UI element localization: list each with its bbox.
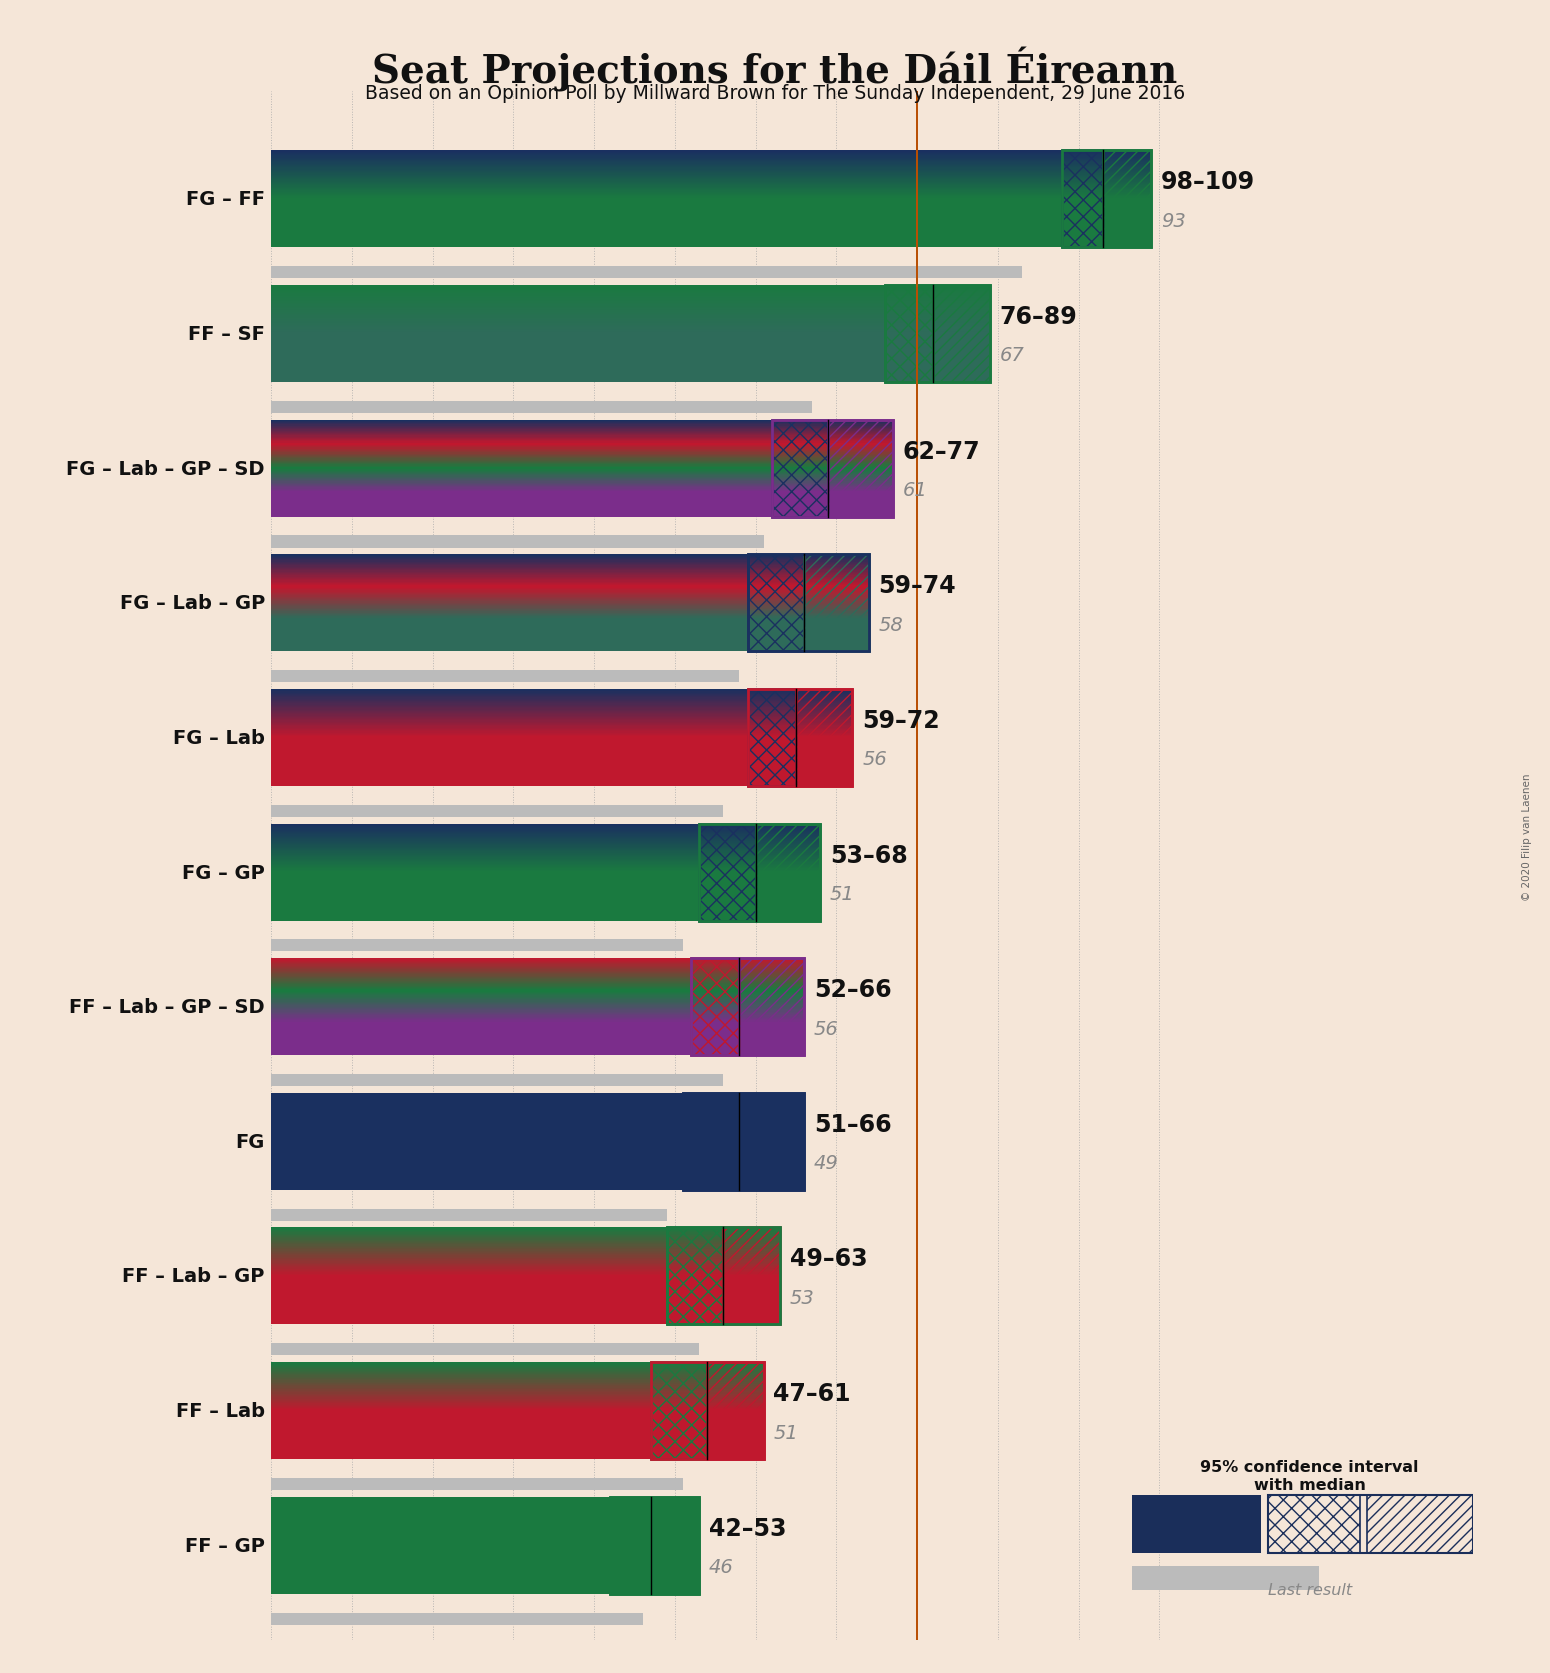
Text: 62–77: 62–77 — [902, 440, 980, 463]
Bar — [684, 1092, 739, 1190]
Text: © 2020 Filip van Laenen: © 2020 Filip van Laenen — [1522, 773, 1531, 900]
Text: 59–72: 59–72 — [862, 708, 939, 733]
Bar — [747, 689, 797, 786]
Text: FF – Lab: FF – Lab — [175, 1402, 265, 1420]
Bar — [699, 825, 755, 920]
Text: 95% confidence interval
with median: 95% confidence interval with median — [1201, 1459, 1418, 1492]
Bar — [1062, 151, 1102, 248]
Bar — [684, 1092, 739, 1190]
Text: 51: 51 — [773, 1422, 798, 1442]
Bar — [666, 1228, 724, 1325]
Bar — [651, 1362, 764, 1459]
Bar — [772, 420, 893, 517]
Bar — [772, 420, 828, 517]
Text: 56: 56 — [814, 1019, 839, 1039]
Text: 52–66: 52–66 — [814, 977, 891, 1002]
Bar — [684, 1092, 804, 1190]
Text: FF – Lab – GP: FF – Lab – GP — [122, 1266, 265, 1287]
Bar — [691, 959, 739, 1056]
Bar — [1102, 151, 1152, 248]
Text: FF – SF: FF – SF — [188, 325, 265, 343]
Bar — [747, 555, 868, 652]
Text: 53–68: 53–68 — [829, 843, 908, 867]
Bar — [739, 1092, 804, 1190]
Bar — [699, 825, 820, 920]
Bar — [651, 1497, 699, 1594]
Text: 61: 61 — [902, 480, 927, 500]
Bar — [271, 1210, 666, 1221]
Bar — [271, 402, 812, 413]
Text: FG – Lab: FG – Lab — [174, 728, 265, 748]
Text: 67: 67 — [1000, 346, 1025, 365]
Bar — [699, 825, 755, 920]
Bar — [271, 805, 724, 818]
Bar — [611, 1497, 699, 1594]
Bar — [772, 420, 828, 517]
Bar — [271, 268, 1021, 279]
Bar — [885, 286, 933, 383]
Text: 93: 93 — [1161, 212, 1186, 231]
Text: 76–89: 76–89 — [1000, 304, 1077, 328]
Bar — [691, 959, 804, 1056]
Bar — [747, 689, 853, 786]
Bar — [1268, 1496, 1472, 1553]
Bar — [271, 940, 684, 952]
Text: Last result: Last result — [1268, 1583, 1352, 1596]
Bar — [691, 959, 739, 1056]
Text: FG – GP: FG – GP — [181, 863, 265, 882]
Bar — [747, 555, 804, 652]
Bar — [271, 671, 739, 683]
Bar — [1132, 1566, 1319, 1589]
Text: 98–109: 98–109 — [1161, 171, 1256, 194]
Bar — [828, 420, 893, 517]
Text: Seat Projections for the Dáil Éireann: Seat Projections for the Dáil Éireann — [372, 47, 1178, 92]
Text: 59–74: 59–74 — [879, 574, 956, 597]
Text: 47–61: 47–61 — [773, 1382, 851, 1405]
Bar — [651, 1362, 707, 1459]
Text: 56: 56 — [862, 750, 887, 770]
Bar — [747, 689, 797, 786]
Bar — [804, 555, 868, 652]
Bar — [933, 286, 990, 383]
Bar — [747, 555, 804, 652]
Bar — [724, 1228, 780, 1325]
Text: FF – GP: FF – GP — [184, 1536, 265, 1554]
Bar — [666, 1228, 724, 1325]
Bar — [611, 1497, 651, 1594]
Text: 53: 53 — [789, 1288, 814, 1307]
Bar — [797, 689, 853, 786]
Text: 51–66: 51–66 — [814, 1113, 891, 1136]
Bar — [271, 1343, 699, 1355]
Text: 49: 49 — [814, 1154, 839, 1173]
Bar — [271, 1477, 684, 1491]
Bar — [885, 286, 990, 383]
Text: 42–53: 42–53 — [708, 1516, 786, 1539]
Bar — [1062, 151, 1102, 248]
Text: FG: FG — [236, 1133, 265, 1151]
Bar — [1367, 1496, 1472, 1553]
Bar — [651, 1362, 707, 1459]
Bar — [885, 286, 933, 383]
Text: FG – Lab – GP: FG – Lab – GP — [119, 594, 265, 612]
Bar — [666, 1228, 780, 1325]
Text: 49–63: 49–63 — [789, 1246, 866, 1271]
Bar — [271, 535, 764, 549]
Text: FG – Lab – GP – SD: FG – Lab – GP – SD — [67, 460, 265, 478]
Bar — [1062, 151, 1152, 248]
Bar — [756, 825, 820, 920]
Bar — [739, 959, 804, 1056]
Bar — [1268, 1496, 1359, 1553]
Text: 58: 58 — [879, 616, 904, 634]
Text: FF – Lab – GP – SD: FF – Lab – GP – SD — [70, 997, 265, 1017]
Bar — [611, 1497, 651, 1594]
Bar — [1132, 1496, 1262, 1553]
Bar — [707, 1362, 764, 1459]
Bar — [271, 1613, 643, 1624]
Text: 51: 51 — [829, 885, 854, 903]
Text: 46: 46 — [708, 1558, 733, 1576]
Bar — [271, 1074, 724, 1086]
Text: FG – FF: FG – FF — [186, 191, 265, 209]
Text: Based on an Opinion Poll by Millward Brown for The Sunday Independent, 29 June 2: Based on an Opinion Poll by Millward Bro… — [364, 84, 1186, 102]
